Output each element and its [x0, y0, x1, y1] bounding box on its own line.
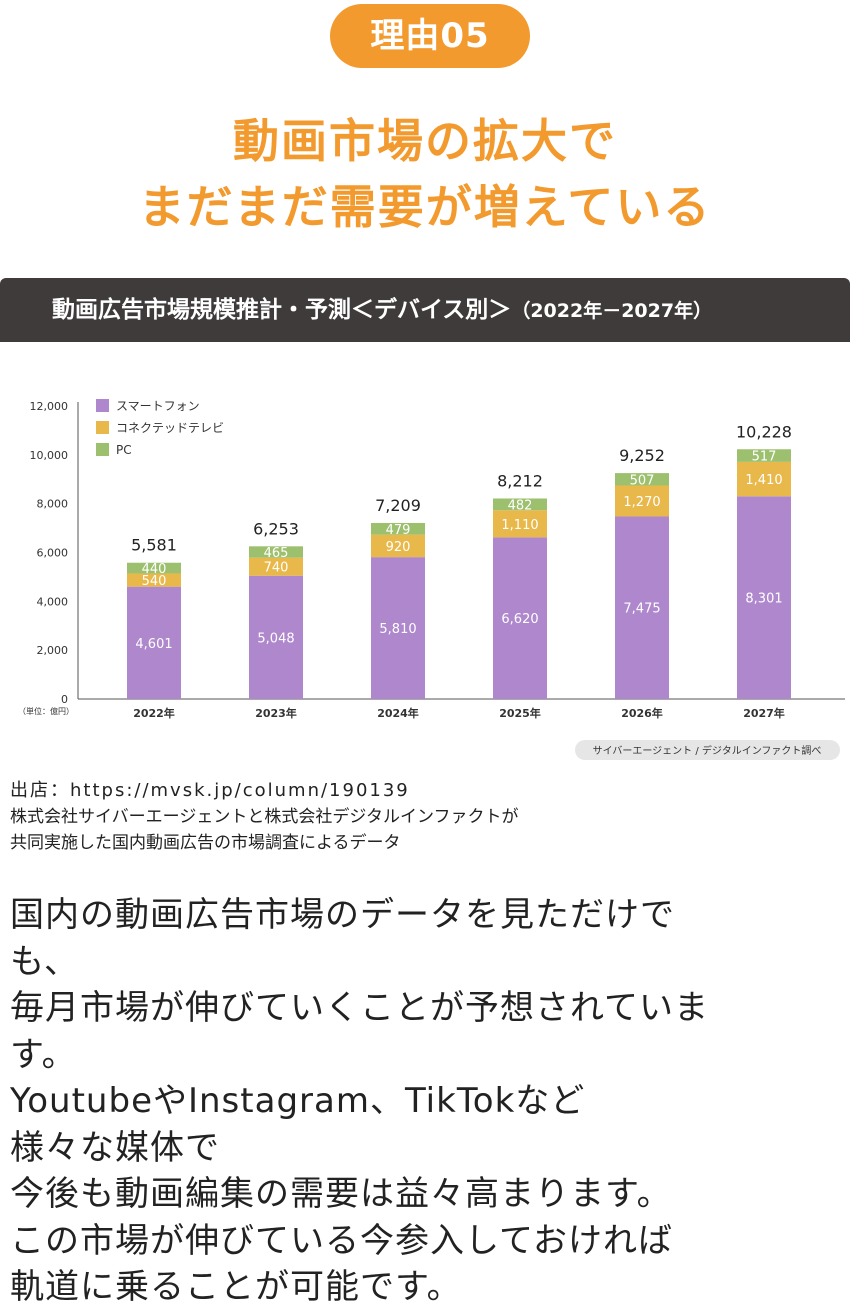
x-tick-label: 2022年	[133, 706, 175, 720]
bar-value-label: 1,110	[501, 518, 538, 533]
bar-segment	[127, 586, 181, 699]
chart-title: 動画広告市場規模推計・予測＜デバイス別＞	[52, 297, 512, 323]
y-tick-label: 2,000	[37, 644, 69, 657]
bar-value-label: 540	[142, 574, 167, 589]
bar-total-label: 7,209	[375, 496, 421, 515]
body-line-8: この市場が伸びている今参入しておければ	[10, 1220, 673, 1261]
body-line-7: 今後も動画編集の需要は益々高まります。	[10, 1174, 672, 1214]
bar-segment	[127, 573, 181, 587]
bar-segment	[737, 496, 791, 699]
bar-value-label: 465	[264, 546, 289, 561]
headline-line-1: 動画市場の拡大で	[233, 114, 617, 168]
source-line-3: 共同実施した国内動画広告の市場調査によるデータ	[10, 833, 401, 853]
bar-segment	[615, 516, 669, 699]
bar-segment	[371, 534, 425, 558]
legend-swatch	[96, 399, 109, 412]
bar-value-label: 1,270	[623, 495, 660, 510]
headline-line-2: まだまだ需要が増えている	[138, 180, 712, 234]
body-line-6: 様々な媒体で	[10, 1127, 220, 1168]
reason-badge: 理由05	[330, 4, 530, 68]
body-line-2: も、	[10, 941, 79, 982]
bar-segment	[737, 449, 791, 462]
source-line-1: 出店：https://mvsk.jp/column/190139	[10, 780, 410, 801]
body-line-4: す。	[10, 1034, 77, 1075]
body-line-3: 毎月市場が伸びていくことが予想されていま	[10, 988, 709, 1028]
bar-segment	[249, 557, 303, 576]
bar-value-label: 4,601	[135, 637, 172, 652]
bar-value-label: 517	[752, 450, 777, 465]
y-tick-label: 12,000	[30, 400, 69, 413]
bar-total-label: 5,581	[131, 536, 177, 555]
bar-total-label: 6,253	[253, 519, 299, 538]
stacked-bar-chart: 0 2,000 4,000 6,000 8,000 10,000 12,000 （単位：億円）…	[18, 399, 845, 760]
source-line-2: 株式会社サイバーエージェントと株式会社デジタルインファクトが	[10, 807, 519, 827]
bar-value-label: 920	[386, 540, 411, 555]
bar-segment	[493, 537, 547, 699]
y-tick-label: 8,000	[37, 498, 69, 511]
y-axis-unit-label: （単位：億円）	[18, 706, 74, 716]
bar-value-label: 482	[508, 498, 533, 513]
bar-value-label: 1,410	[745, 473, 782, 488]
y-tick-label: 0	[61, 693, 68, 706]
body-line-5: YoutubeやInstagram、TikTokなど	[10, 1081, 586, 1121]
bar-value-label: 7,475	[623, 602, 660, 617]
chart-note: サイバーエージェント / デジタルインファクト調べ	[593, 744, 822, 757]
bar-value-label: 479	[386, 523, 411, 538]
chart-note-background	[575, 740, 840, 760]
bar-segment	[615, 473, 669, 486]
bar-segment	[249, 575, 303, 699]
bar-total-label: 10,228	[736, 422, 792, 441]
bar-value-label: 5,048	[257, 631, 294, 646]
bar-value-label: 6,620	[501, 612, 538, 627]
legend-label: コネクテッドテレビ	[116, 421, 224, 435]
body-line-1: 国内の動画広告市場のデータを見ただけで	[10, 895, 675, 935]
bar-segment	[493, 510, 547, 538]
x-tick-label: 2027年	[743, 706, 785, 720]
legend-swatch	[96, 443, 109, 456]
y-tick-label: 6,000	[37, 547, 69, 560]
chart-header: 動画広告市場規模推計・予測＜デバイス別＞（2022年－2027年）	[0, 278, 850, 342]
body-text: 国内の動画広告市場のデータを見ただけで も、 毎月市場が伸びていくことが予想され…	[10, 892, 845, 1311]
chart-period: （2022年－2027年）	[511, 300, 713, 322]
body-line-9: 軌道に乗ることが可能です。	[10, 1267, 462, 1307]
bar-value-label: 507	[630, 473, 655, 488]
bar-segment	[493, 498, 547, 511]
legend-swatch	[96, 421, 109, 434]
x-tick-label: 2025年	[499, 706, 541, 720]
bar-segment	[249, 546, 303, 558]
y-tick-label: 4,000	[37, 595, 69, 608]
bar-segment	[371, 557, 425, 699]
chart-card: 動画広告市場規模推計・予測＜デバイス別＞（2022年－2027年） 0 2,000…	[0, 278, 850, 763]
legend-label: PC	[116, 443, 132, 457]
bar-value-label: 740	[264, 561, 289, 576]
bar-segment	[615, 485, 669, 517]
y-tick-label: 10,000	[30, 449, 69, 462]
source-note: 出店：https://mvsk.jp/column/190139 株式会社サイバ…	[10, 778, 840, 856]
x-tick-label: 2026年	[621, 706, 663, 720]
legend-label: スマートフォン	[116, 399, 200, 413]
bar-total-label: 8,212	[497, 471, 543, 490]
headline: 動画市場の拡大で まだまだ需要が増えている	[0, 108, 850, 240]
bar-segment	[737, 461, 791, 497]
bar-value-label: 8,301	[745, 592, 782, 607]
bar-value-label: 440	[142, 562, 167, 577]
bar-segment	[371, 522, 425, 535]
bar-segment	[127, 562, 181, 574]
x-tick-label: 2024年	[377, 706, 419, 720]
x-tick-label: 2023年	[255, 706, 297, 720]
bar-value-label: 5,810	[379, 622, 416, 637]
bar-total-label: 9,252	[619, 446, 665, 465]
